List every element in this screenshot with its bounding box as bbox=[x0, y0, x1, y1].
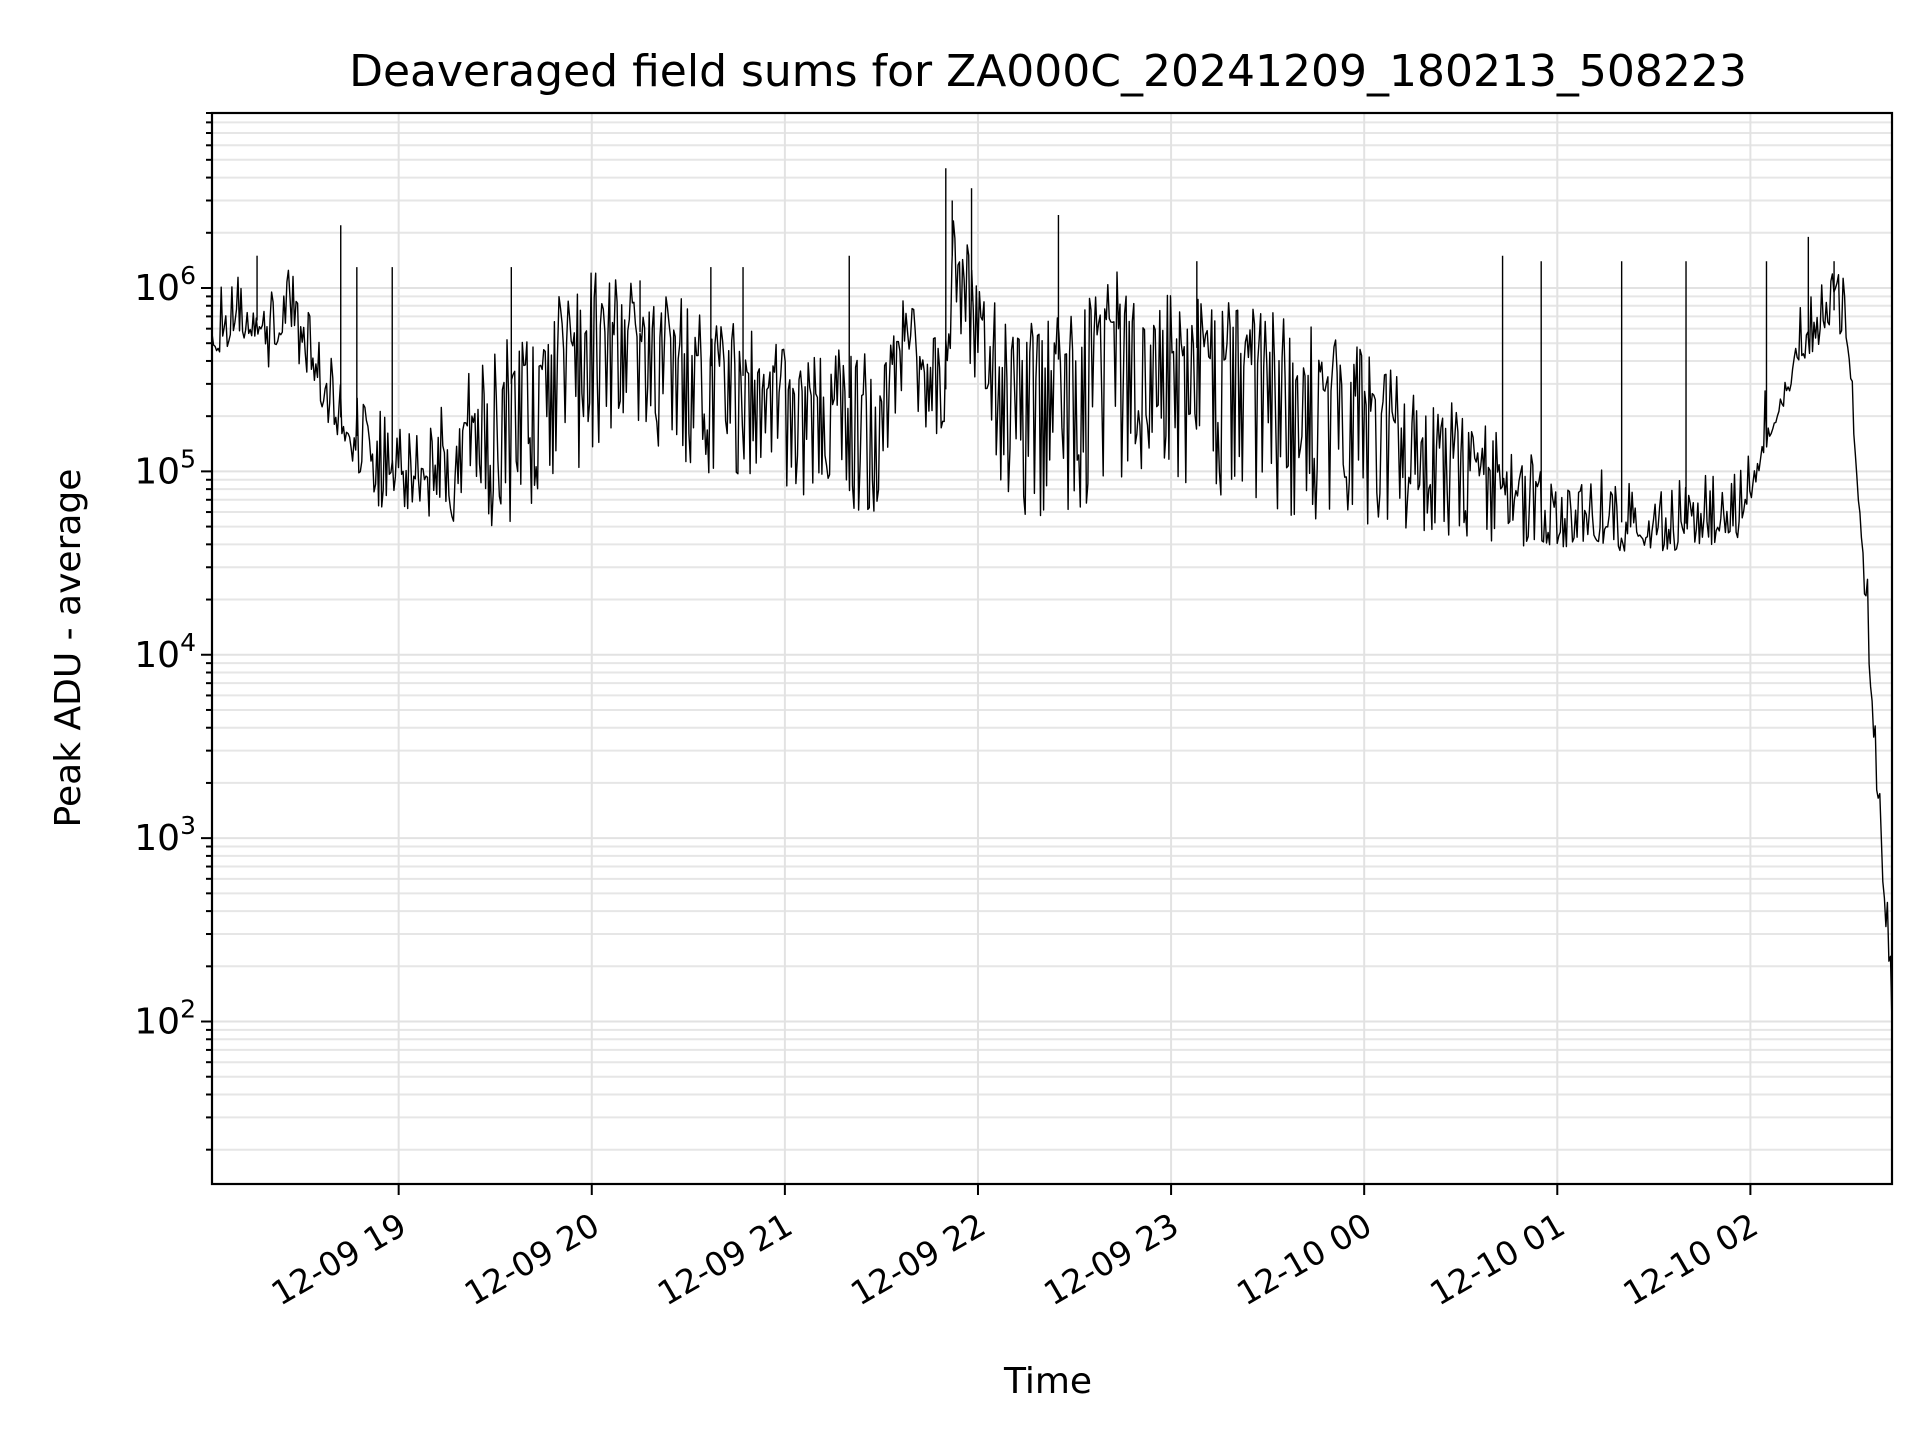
y-axis: 102 103 104 105 106 bbox=[134, 112, 212, 1151]
plot-frame bbox=[210, 111, 1894, 1186]
y-tick-label: 104 bbox=[134, 628, 196, 676]
y-axis-label: Peak ADU - average bbox=[48, 469, 89, 828]
y-tick-label: 105 bbox=[134, 444, 196, 492]
series-layer bbox=[211, 168, 1893, 1026]
chart-title: Deaveraged field sums for ZA000C_2024120… bbox=[349, 46, 1747, 97]
y-tick-label: 103 bbox=[134, 811, 196, 859]
x-axis-label: Time bbox=[1003, 1361, 1092, 1402]
grid-layer bbox=[212, 112, 1892, 1184]
data-series-line bbox=[211, 220, 1893, 1026]
y-tick-label: 102 bbox=[134, 995, 196, 1043]
y-tick-label: 106 bbox=[134, 261, 196, 309]
